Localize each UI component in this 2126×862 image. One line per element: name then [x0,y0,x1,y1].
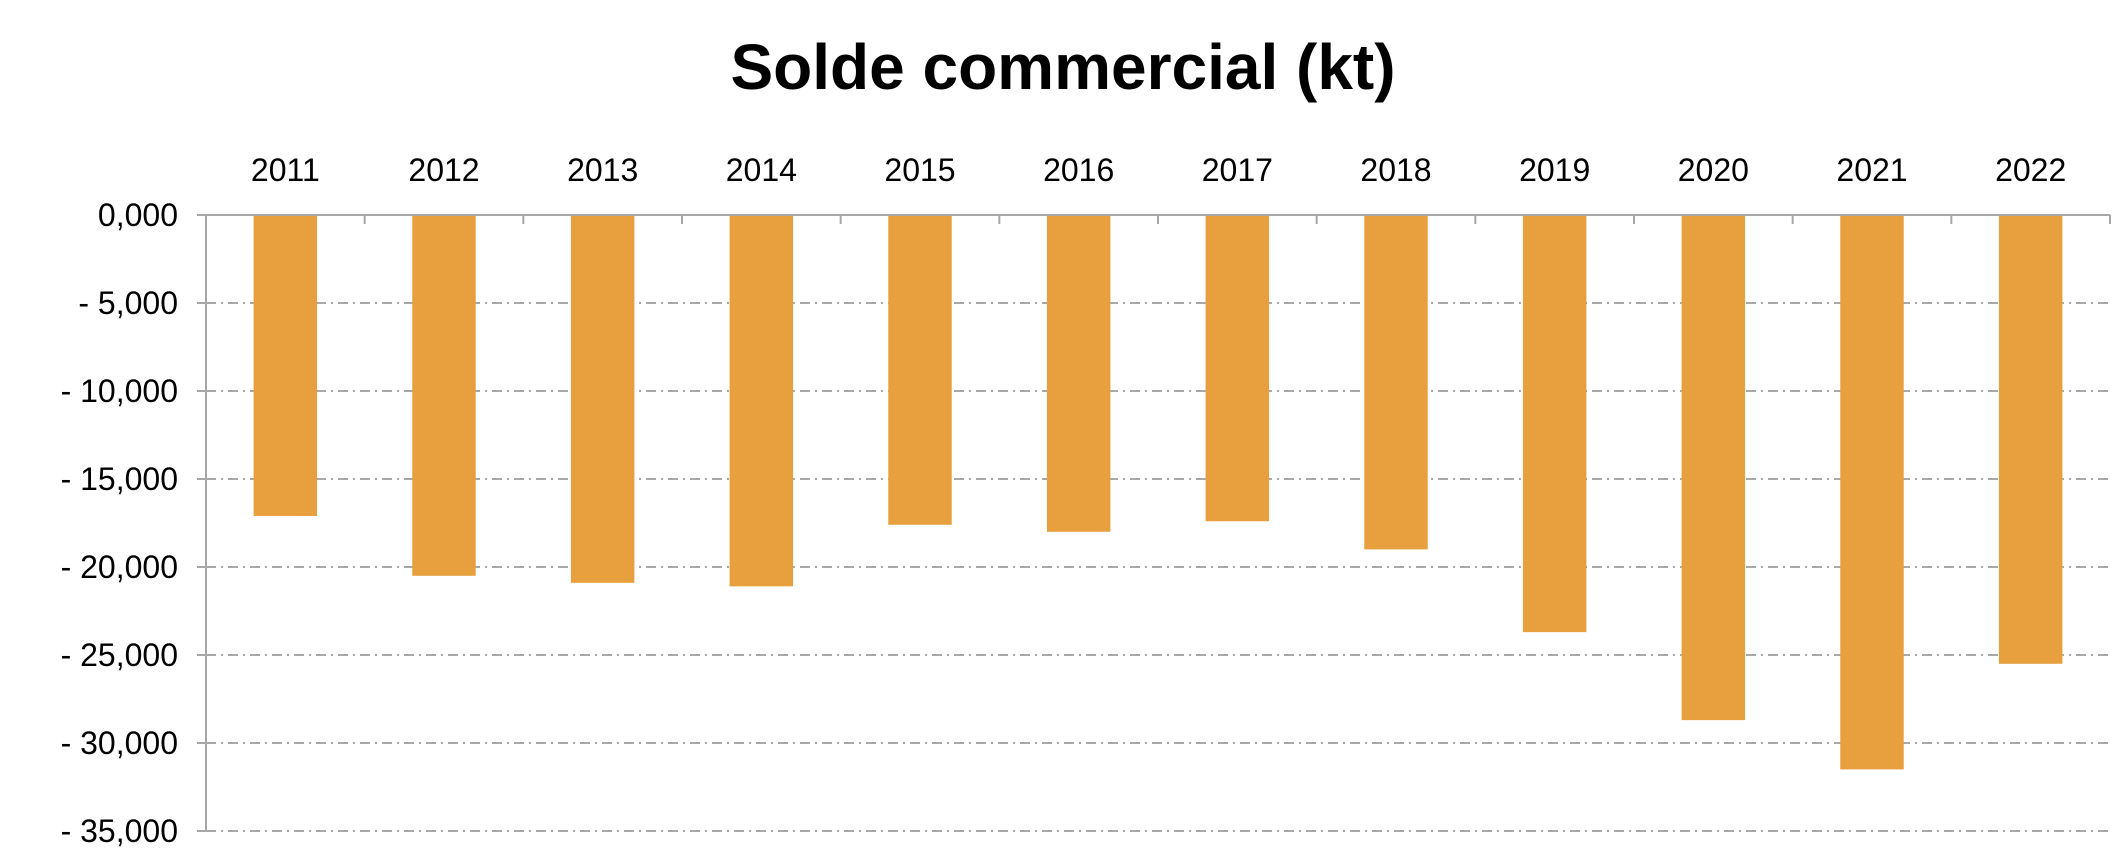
x-tick-label: 2022 [1995,152,2066,188]
bar-2017 [1205,215,1270,522]
y-tick-label: 0,000 [98,197,178,233]
y-tick-label: - 5,000 [78,285,178,321]
y-tick-label: - 20,000 [61,549,178,585]
x-tick-label: 2011 [251,152,320,188]
x-tick-label: 2018 [1360,152,1431,188]
x-tick-label: 2013 [567,152,638,188]
bar-2019 [1522,215,1587,633]
x-tick-label: 2015 [884,152,955,188]
x-tick-label: 2021 [1836,152,1907,188]
bar-2022 [1998,215,2063,664]
bar-2018 [1364,215,1428,550]
bar-2021 [1840,215,1904,770]
y-tick-label: - 35,000 [61,813,178,849]
x-tick-label: 2012 [408,152,479,188]
bar-2012 [412,215,476,576]
x-tick-label: 2019 [1519,152,1590,188]
x-tick-label: 2014 [726,152,797,188]
bar-2015 [888,215,952,525]
y-tick-label: - 10,000 [61,373,178,409]
bar-2013 [570,215,635,583]
bar-2020 [1681,215,1746,721]
bar-2014 [729,215,794,587]
bar-2016 [1046,215,1111,532]
x-tick-label: 2017 [1202,152,1273,188]
y-tick-label: - 25,000 [61,637,178,673]
y-tick-label: - 30,000 [61,725,178,761]
bar-2011 [253,215,318,516]
chart-title: Solde commercial (kt) [730,31,1396,103]
x-tick-label: 2016 [1043,152,1114,188]
x-tick-label: 2020 [1678,152,1749,188]
y-tick-label: - 15,000 [61,461,178,497]
